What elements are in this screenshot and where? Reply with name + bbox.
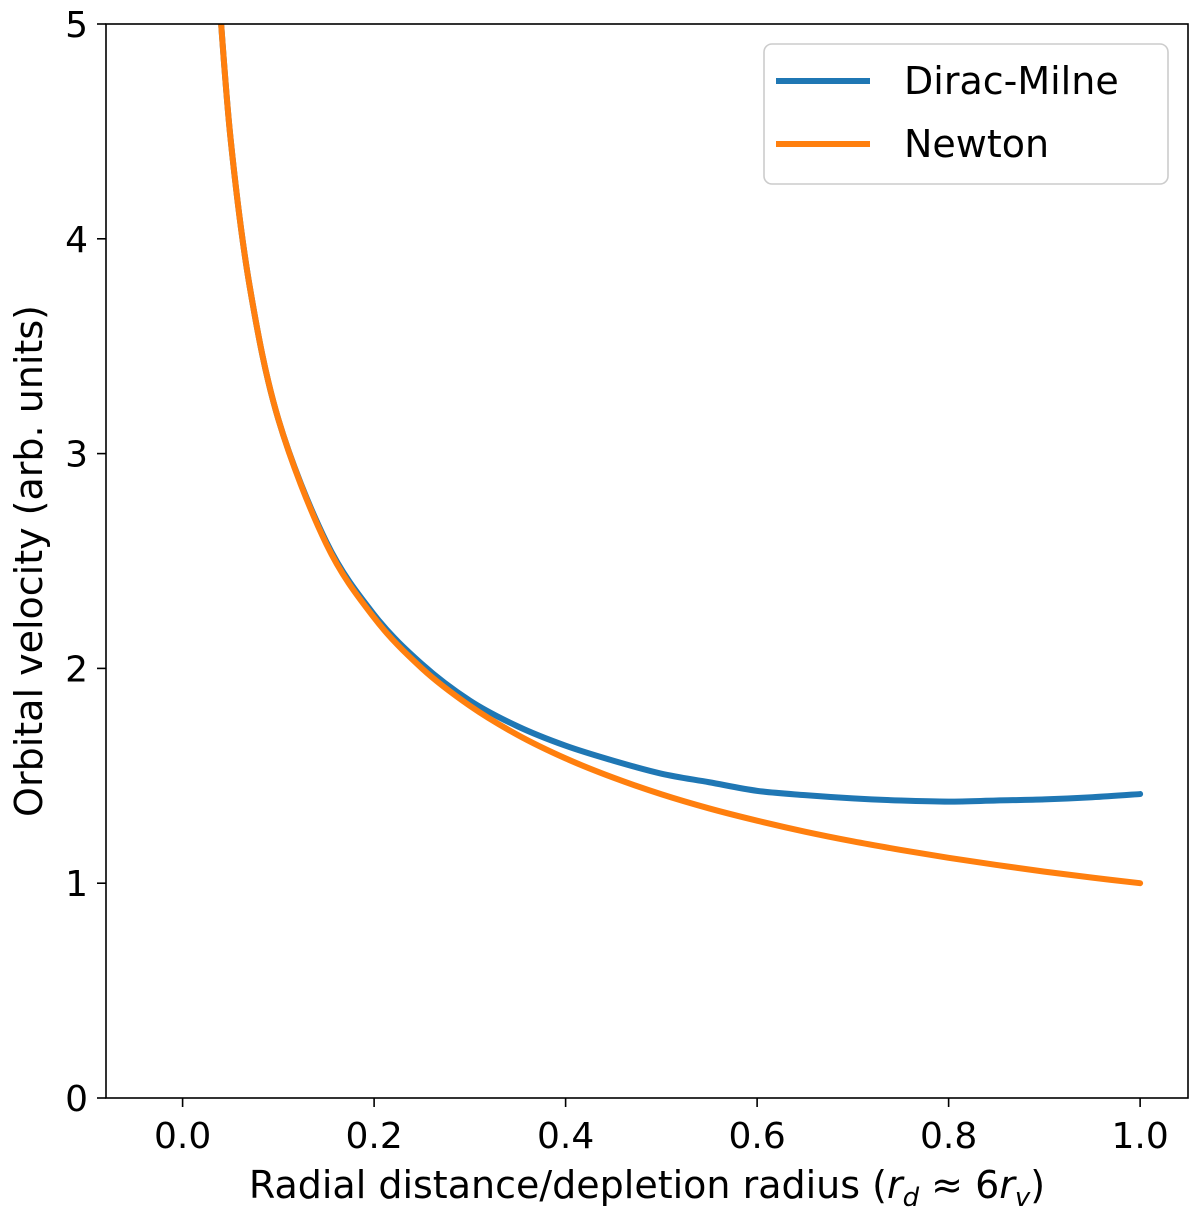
legend: Dirac-Milne Newton (763, 43, 1169, 185)
y-axis-ticks: 0 1 2 3 4 5 (65, 5, 106, 1120)
legend-label-newton: Newton (904, 122, 1049, 166)
y-tick-label: 3 (65, 435, 88, 476)
x-tick-label: 0.0 (154, 1116, 211, 1157)
x-axis-ticks: 0.0 0.2 0.4 0.6 0.8 1.0 (154, 1098, 1169, 1157)
series-layer (218, 24, 1144, 887)
y-axis-label: Orbital velocity (arb. units) (7, 305, 51, 817)
legend-label-dirac-milne: Dirac-Milne (904, 59, 1119, 103)
x-axis-label-prefix: Radial distance/depletion radius ( (249, 1163, 887, 1207)
x-axis-label-r-v: r (999, 1163, 1017, 1207)
x-axis-label-r-d: r (887, 1163, 905, 1207)
x-tick-label: 0.2 (345, 1116, 402, 1157)
x-tick-label: 0.8 (920, 1116, 977, 1157)
x-axis-label: Radial distance/depletion radius (rd ≈ 6… (249, 1163, 1045, 1211)
y-tick-label: 4 (65, 220, 88, 261)
x-tick-label: 0.4 (537, 1116, 594, 1157)
x-tick-label: 0.6 (728, 1116, 785, 1157)
x-axis-label-v-subscript: v (1015, 1183, 1031, 1211)
y-tick-label: 0 (65, 1079, 88, 1120)
y-tick-label: 2 (65, 649, 88, 690)
x-axis-label-approx: ≈ 6 (919, 1163, 999, 1207)
x-axis-label-suffix: ) (1030, 1163, 1045, 1207)
y-tick-label: 1 (65, 864, 88, 905)
y-tick-label: 5 (65, 5, 88, 46)
series-line-newton (218, 24, 1144, 887)
x-axis-label-d-subscript: d (903, 1183, 920, 1211)
x-tick-label: 1.0 (1111, 1116, 1168, 1157)
plot-frame (105, 23, 1189, 1099)
